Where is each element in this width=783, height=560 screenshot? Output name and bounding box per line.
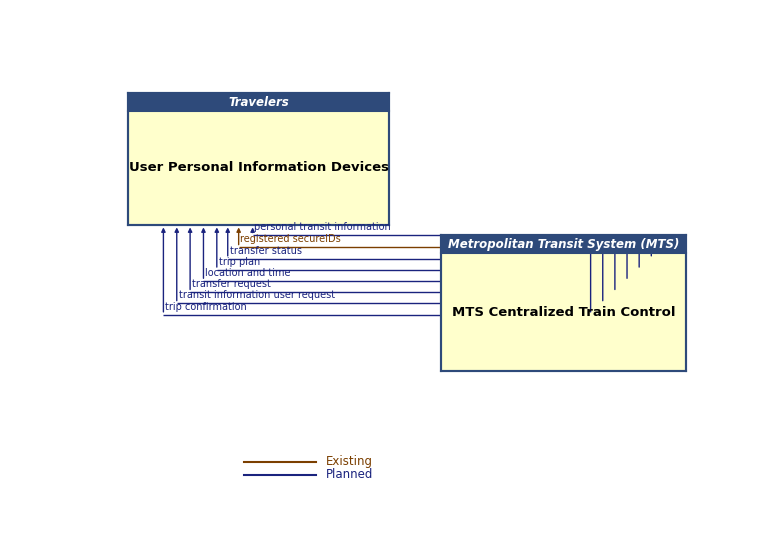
Text: transfer request: transfer request — [192, 279, 271, 290]
Text: trip confirmation: trip confirmation — [165, 302, 247, 312]
Text: location and time: location and time — [205, 268, 290, 278]
Text: transit information user request: transit information user request — [179, 291, 334, 301]
Text: transfer status: transfer status — [229, 246, 301, 255]
Text: registered secureIDs: registered secureIDs — [240, 235, 341, 244]
Text: Travelers: Travelers — [229, 96, 289, 109]
Bar — [128, 93, 389, 225]
Bar — [128, 93, 389, 111]
Text: Metropolitan Transit System (MTS): Metropolitan Transit System (MTS) — [448, 238, 680, 251]
Text: Planned: Planned — [326, 468, 373, 481]
Text: Existing: Existing — [326, 455, 373, 468]
Text: trip plan: trip plan — [218, 257, 260, 267]
Bar — [441, 235, 687, 254]
Bar — [441, 235, 687, 371]
Text: MTS Centralized Train Control: MTS Centralized Train Control — [452, 306, 676, 319]
Text: personal transit information: personal transit information — [254, 222, 392, 232]
Text: User Personal Information Devices: User Personal Information Devices — [128, 161, 388, 174]
